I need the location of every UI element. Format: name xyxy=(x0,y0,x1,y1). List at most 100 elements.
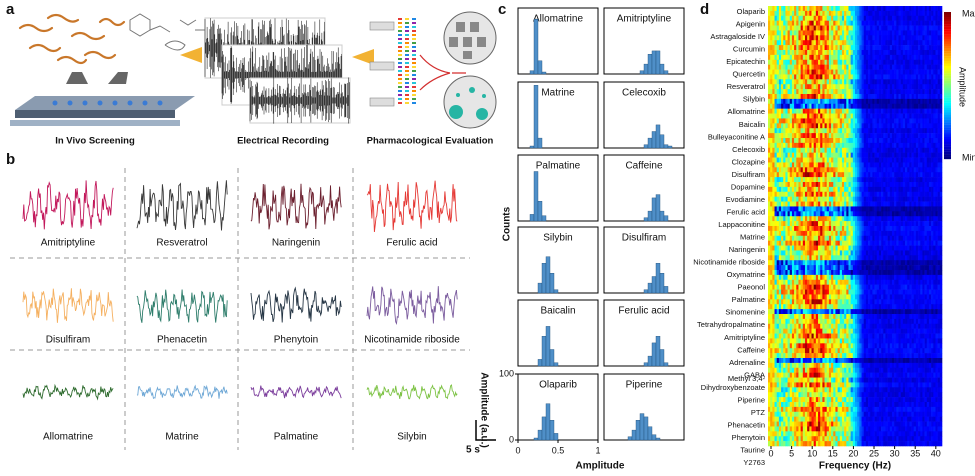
heatmap-cell xyxy=(885,69,888,75)
heatmap-cell xyxy=(902,206,906,212)
heatmap-cell xyxy=(796,172,799,178)
heatmap-cell xyxy=(831,279,834,285)
heatmap-cell xyxy=(911,30,915,36)
heatmap-cell xyxy=(785,118,788,124)
feature-dot xyxy=(405,66,409,68)
feature-dot xyxy=(405,62,409,64)
heatmap-cell xyxy=(772,270,775,276)
heatmap-cell xyxy=(868,274,871,281)
heatmap-cell xyxy=(898,152,901,158)
heatmap-cell xyxy=(776,172,780,178)
heatmap-cell xyxy=(922,177,925,183)
heatmap-cell xyxy=(789,221,793,227)
histogram-bar xyxy=(663,286,669,294)
heatmap-cell xyxy=(868,6,871,12)
heatmap-cell xyxy=(915,250,919,256)
heatmap-cell xyxy=(920,255,923,261)
heatmap-cell xyxy=(802,108,806,114)
heatmap-cell xyxy=(868,255,871,261)
heatmap-cell xyxy=(800,74,804,80)
heatmap-cell xyxy=(918,240,921,246)
heatmap-cell xyxy=(902,221,906,227)
heatmap-cell xyxy=(798,245,801,251)
heatmap-cell xyxy=(911,235,915,241)
heatmap-cell xyxy=(894,240,897,246)
heatmap-cell xyxy=(928,98,932,105)
heatmap-cell xyxy=(885,206,888,212)
histogram-bar xyxy=(639,413,645,441)
heatmap-cell xyxy=(878,128,882,134)
heatmap-cell xyxy=(928,177,932,183)
heatmap-cell xyxy=(831,240,834,246)
heatmap-cell xyxy=(933,152,936,158)
heatmap-cell xyxy=(896,98,899,105)
heatmap-cell xyxy=(902,69,906,75)
heatmap-cell xyxy=(900,235,904,241)
heatmap-cell xyxy=(820,118,823,124)
heatmap-cell xyxy=(807,182,810,188)
heatmap-cell xyxy=(811,265,814,271)
heatmap-cell xyxy=(820,10,823,17)
heatmap-cell xyxy=(774,54,777,61)
heatmap-cell xyxy=(863,98,867,105)
heatmap-cell xyxy=(900,142,904,149)
heatmap-cell xyxy=(928,172,932,178)
heatmap-cell xyxy=(928,6,932,12)
heatmap-cell xyxy=(768,260,771,266)
heatmap-cell xyxy=(772,103,775,109)
heatmap-cell xyxy=(889,240,893,246)
heatmap-cell xyxy=(902,240,906,246)
heatmap-cell xyxy=(889,186,893,193)
heatmap-cell xyxy=(935,84,938,90)
heatmap-cell xyxy=(774,108,777,114)
heatmap-cell xyxy=(868,25,871,31)
heatmap-cell xyxy=(931,186,934,193)
heatmap-cell xyxy=(778,59,782,65)
heatmap-cell xyxy=(918,35,921,41)
heatmap-cell xyxy=(813,279,817,285)
heatmap-cell xyxy=(891,79,895,85)
heatmap-cell xyxy=(913,30,917,36)
heatmap-cell xyxy=(818,182,821,188)
heatmap-cell xyxy=(787,15,791,21)
heatmap-cell xyxy=(820,142,823,149)
heatmap-cell xyxy=(820,133,823,139)
heatmap-cell xyxy=(889,182,893,188)
heatmap-cell xyxy=(807,147,810,153)
heatmap-cell xyxy=(807,245,810,251)
heatmap-cell xyxy=(804,89,808,95)
heatmap-cell xyxy=(802,35,806,41)
heatmap-cell xyxy=(835,186,838,193)
heatmap-cell xyxy=(939,147,943,153)
heatmap-cell xyxy=(883,191,886,197)
heatmap-cell xyxy=(926,235,930,241)
heatmap-cell xyxy=(889,89,893,95)
heatmap-cell xyxy=(870,196,873,202)
heatmap-cell xyxy=(905,133,908,139)
heatmap-cell xyxy=(905,35,908,41)
heatmap-cell xyxy=(783,172,786,178)
heatmap-cell xyxy=(922,10,925,17)
heatmap-cell xyxy=(894,177,897,183)
heatmap-cell xyxy=(937,45,941,51)
heatmap-cell xyxy=(926,30,930,36)
heatmap-cell xyxy=(859,142,862,149)
heatmap-cell xyxy=(915,25,919,31)
heatmap-cell xyxy=(852,123,856,129)
heatmap-cell xyxy=(800,147,804,153)
heatmap-cell xyxy=(774,15,777,21)
heatmap-cell xyxy=(846,128,849,134)
heatmap-cell xyxy=(809,20,812,26)
heatmap-cell xyxy=(885,167,888,173)
heatmap-cell xyxy=(907,172,910,178)
heatmap-cell xyxy=(885,201,888,207)
heatmap-cell xyxy=(872,245,875,251)
trace xyxy=(250,385,342,399)
heatmap-cell xyxy=(828,35,832,41)
heatmap-cell xyxy=(783,54,786,61)
heatmap-cell xyxy=(937,123,941,129)
heatmap-cell xyxy=(909,152,912,158)
heatmap-cell xyxy=(850,15,854,21)
heatmap-cell xyxy=(789,79,793,85)
heatmap-cell xyxy=(826,152,830,158)
